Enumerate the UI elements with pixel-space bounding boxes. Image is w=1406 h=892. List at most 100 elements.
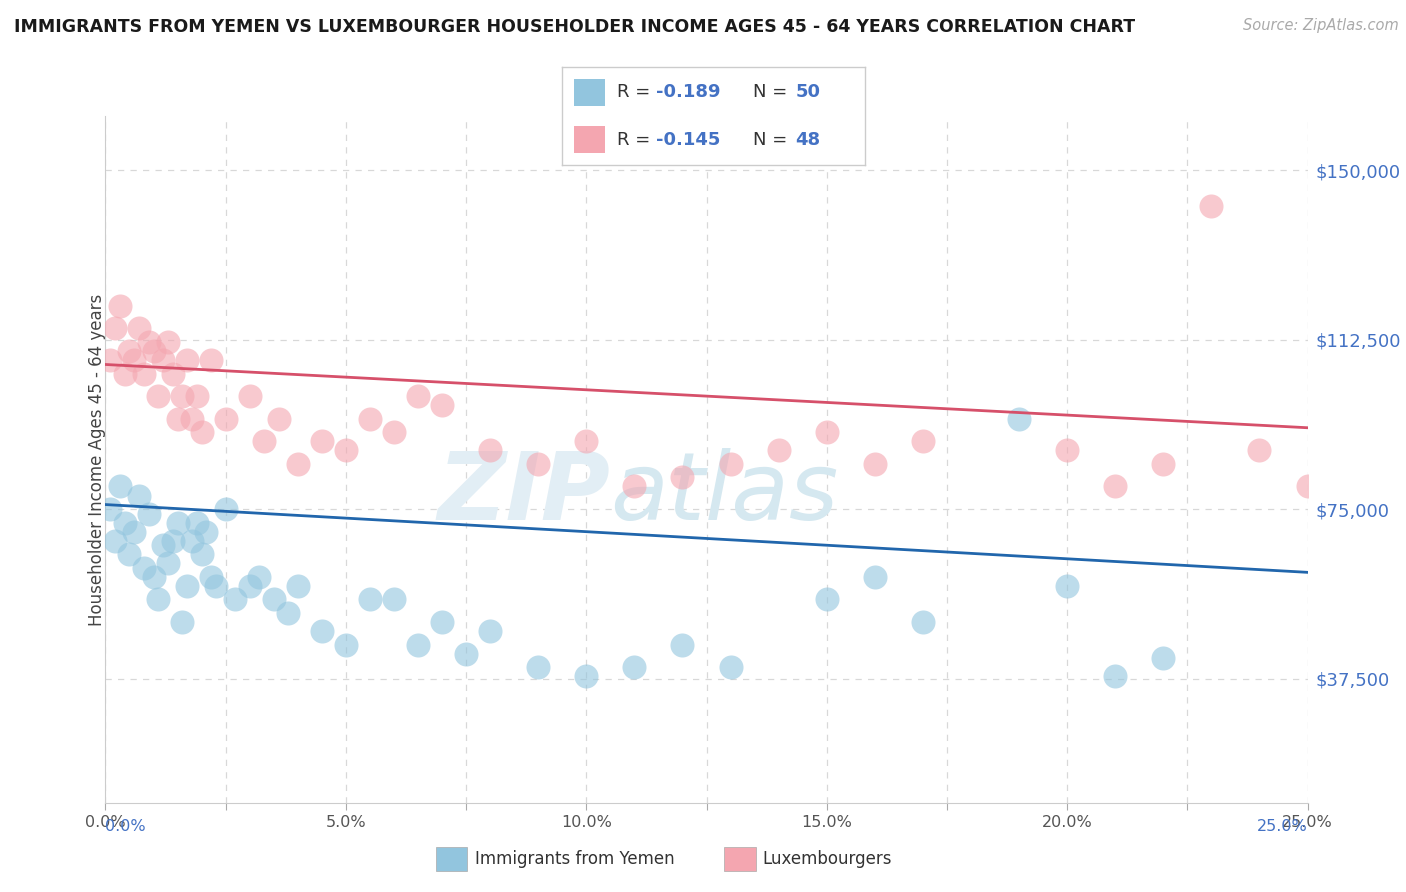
Point	[277, 606, 299, 620]
Point	[430, 398, 453, 412]
Text: -0.145: -0.145	[657, 130, 720, 148]
Point	[1104, 669, 1126, 683]
Point	[166, 411, 188, 425]
Y-axis label: Householder Income Ages 45 - 64 years: Householder Income Ages 45 - 64 years	[89, 293, 105, 625]
Point	[181, 411, 204, 425]
Point	[911, 615, 934, 629]
Point	[479, 624, 502, 639]
Point	[1296, 479, 1319, 493]
Point	[247, 570, 270, 584]
Point	[311, 434, 333, 449]
Text: -0.189: -0.189	[657, 84, 721, 102]
Bar	[575, 78, 605, 106]
Point	[575, 669, 598, 683]
Point	[162, 367, 184, 381]
Point	[142, 343, 165, 358]
Point	[527, 457, 550, 471]
Point	[335, 443, 357, 458]
Point	[186, 516, 208, 530]
Point	[1201, 199, 1223, 213]
Point	[132, 367, 155, 381]
Point	[359, 592, 381, 607]
Point	[335, 638, 357, 652]
Point	[108, 299, 131, 313]
Point	[138, 334, 160, 349]
Point	[671, 470, 693, 484]
Point	[186, 389, 208, 403]
Point	[108, 479, 131, 493]
Point	[406, 389, 429, 403]
Point	[406, 638, 429, 652]
Point	[815, 592, 838, 607]
Text: ZIP: ZIP	[437, 448, 610, 540]
Point	[104, 533, 127, 548]
Text: 25.0%: 25.0%	[1257, 819, 1308, 834]
Point	[98, 502, 121, 516]
Text: R =: R =	[617, 130, 655, 148]
Point	[114, 367, 136, 381]
Point	[253, 434, 276, 449]
Point	[768, 443, 790, 458]
Point	[172, 615, 194, 629]
Point	[359, 411, 381, 425]
Text: atlas: atlas	[610, 448, 838, 540]
Point	[575, 434, 598, 449]
Point	[311, 624, 333, 639]
Point	[118, 343, 141, 358]
Point	[224, 592, 246, 607]
Point	[152, 353, 174, 368]
Point	[382, 592, 405, 607]
Text: IMMIGRANTS FROM YEMEN VS LUXEMBOURGER HOUSEHOLDER INCOME AGES 45 - 64 YEARS CORR: IMMIGRANTS FROM YEMEN VS LUXEMBOURGER HO…	[14, 18, 1135, 36]
Point	[176, 579, 198, 593]
Point	[863, 457, 886, 471]
Bar	[575, 126, 605, 153]
Text: R =: R =	[617, 84, 655, 102]
Point	[1249, 443, 1271, 458]
Text: Source: ZipAtlas.com: Source: ZipAtlas.com	[1243, 18, 1399, 33]
Point	[195, 524, 218, 539]
Text: N =: N =	[752, 84, 793, 102]
Point	[132, 561, 155, 575]
Point	[815, 425, 838, 440]
Point	[479, 443, 502, 458]
Point	[239, 389, 262, 403]
Point	[205, 579, 228, 593]
Point	[118, 547, 141, 561]
Point	[671, 638, 693, 652]
Point	[166, 516, 188, 530]
Point	[156, 557, 179, 571]
Point	[287, 457, 309, 471]
Point	[623, 479, 645, 493]
Point	[720, 660, 742, 674]
Point	[263, 592, 285, 607]
Point	[181, 533, 204, 548]
Point	[527, 660, 550, 674]
Point	[863, 570, 886, 584]
Bar	[724, 847, 756, 871]
Point	[454, 647, 477, 661]
Point	[176, 353, 198, 368]
Point	[267, 411, 290, 425]
Point	[623, 660, 645, 674]
Point	[239, 579, 262, 593]
Point	[128, 321, 150, 335]
Text: 50: 50	[796, 84, 820, 102]
Point	[148, 389, 170, 403]
Point	[430, 615, 453, 629]
Point	[720, 457, 742, 471]
Point	[142, 570, 165, 584]
Point	[114, 516, 136, 530]
Point	[156, 334, 179, 349]
Point	[124, 524, 146, 539]
Point	[172, 389, 194, 403]
Point	[1104, 479, 1126, 493]
Point	[1152, 457, 1174, 471]
Text: N =: N =	[752, 130, 793, 148]
Point	[1152, 651, 1174, 665]
Point	[104, 321, 127, 335]
Point	[200, 353, 222, 368]
Text: 48: 48	[796, 130, 820, 148]
Point	[124, 353, 146, 368]
Point	[190, 547, 212, 561]
Point	[138, 507, 160, 521]
